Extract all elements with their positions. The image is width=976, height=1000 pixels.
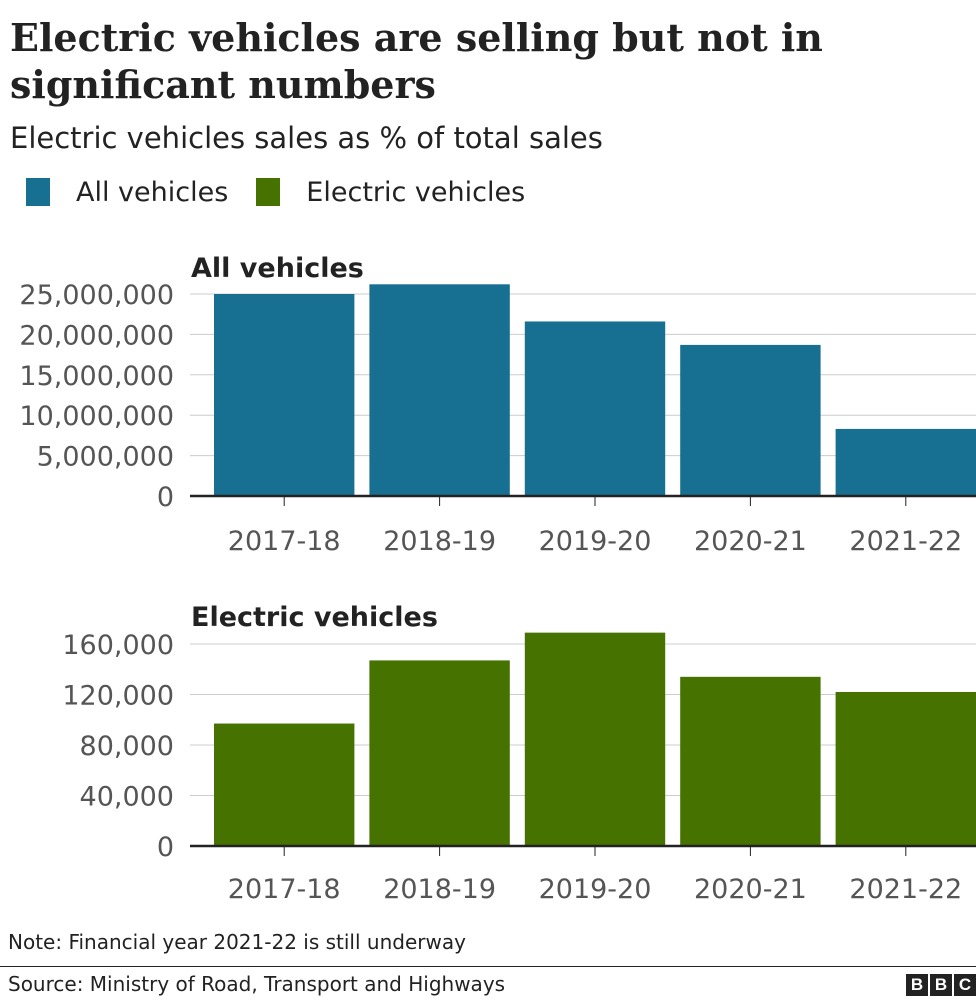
all-vehicles-bar-chart: All vehicles 0 5,000,000 10,000,000 15,000,0…	[19, 253, 976, 557]
y-tick-label: 160,000	[62, 630, 174, 661]
bar-2019-20	[524, 632, 666, 846]
x-tick-label: 2017-18	[228, 874, 341, 905]
bar-2021-22	[835, 691, 976, 846]
electric-vehicles-bar-chart: Electric vehicles 0 40,000 80,000 120,000 160…	[62, 602, 976, 905]
panel-title: Electric vehicles	[191, 602, 438, 633]
x-tick-label: 2018-19	[383, 874, 496, 905]
y-tick-label: 120,000	[62, 681, 174, 712]
y-tick-label: 0	[157, 832, 174, 863]
y-tick-label: 20,000,000	[19, 320, 174, 351]
y-tick-label: 40,000	[80, 782, 174, 813]
footnote: Note: Financial year 2021-22 is still un…	[8, 930, 466, 954]
x-tick-label: 2017-18	[228, 526, 341, 557]
x-tick-label: 2019-20	[539, 874, 652, 905]
legend-item-electric-vehicles: Electric vehicles	[256, 177, 525, 208]
bar-2020-21	[680, 676, 821, 846]
y-tick-label: 10,000,000	[19, 401, 174, 432]
legend-item-all-vehicles: All vehicles	[26, 177, 228, 208]
bar-2018-19	[369, 660, 510, 846]
legend-swatch-all-vehicles	[26, 178, 50, 206]
bar-2020-21	[680, 344, 821, 496]
x-tick-label: 2020-21	[694, 874, 807, 905]
bbc-logo-letter: C	[954, 974, 976, 996]
bbc-logo: B B C	[904, 974, 976, 996]
legend-swatch-electric-vehicles	[256, 178, 281, 206]
source-text: Source: Ministry of Road, Transport and …	[8, 972, 506, 996]
y-tick-label: 15,000,000	[19, 361, 174, 392]
bbc-logo-letter: B	[906, 974, 928, 996]
legend-label-electric-vehicles: Electric vehicles	[306, 176, 526, 208]
source-divider	[0, 966, 976, 967]
bar-2017-18	[214, 294, 355, 496]
bar-2021-22	[835, 428, 976, 496]
x-tick-label: 2020-21	[694, 526, 807, 557]
chart-subtitle: Electric vehicles sales as % of total sa…	[10, 121, 603, 155]
bar-2017-18	[214, 723, 355, 846]
y-tick-label: 80,000	[80, 731, 174, 762]
panel-title: All vehicles	[191, 253, 364, 284]
bar-2019-20	[524, 321, 666, 496]
bbc-logo-letter: B	[930, 974, 952, 996]
x-tick-label: 2019-20	[539, 526, 652, 557]
chart-title: Electric vehicles are selling but not in…	[10, 15, 823, 107]
bar-2018-19	[369, 284, 510, 496]
y-tick-label: 5,000,000	[37, 442, 174, 473]
y-tick-label: 0	[157, 482, 174, 513]
x-tick-label: 2018-19	[383, 526, 496, 557]
legend-label-all-vehicles: All vehicles	[76, 176, 229, 208]
x-tick-label: 2021-22	[849, 526, 962, 557]
legend: All vehicles Electric vehicles	[26, 172, 553, 212]
x-tick-label: 2021-22	[849, 874, 962, 905]
y-tick-label: 25,000,000	[19, 280, 174, 311]
